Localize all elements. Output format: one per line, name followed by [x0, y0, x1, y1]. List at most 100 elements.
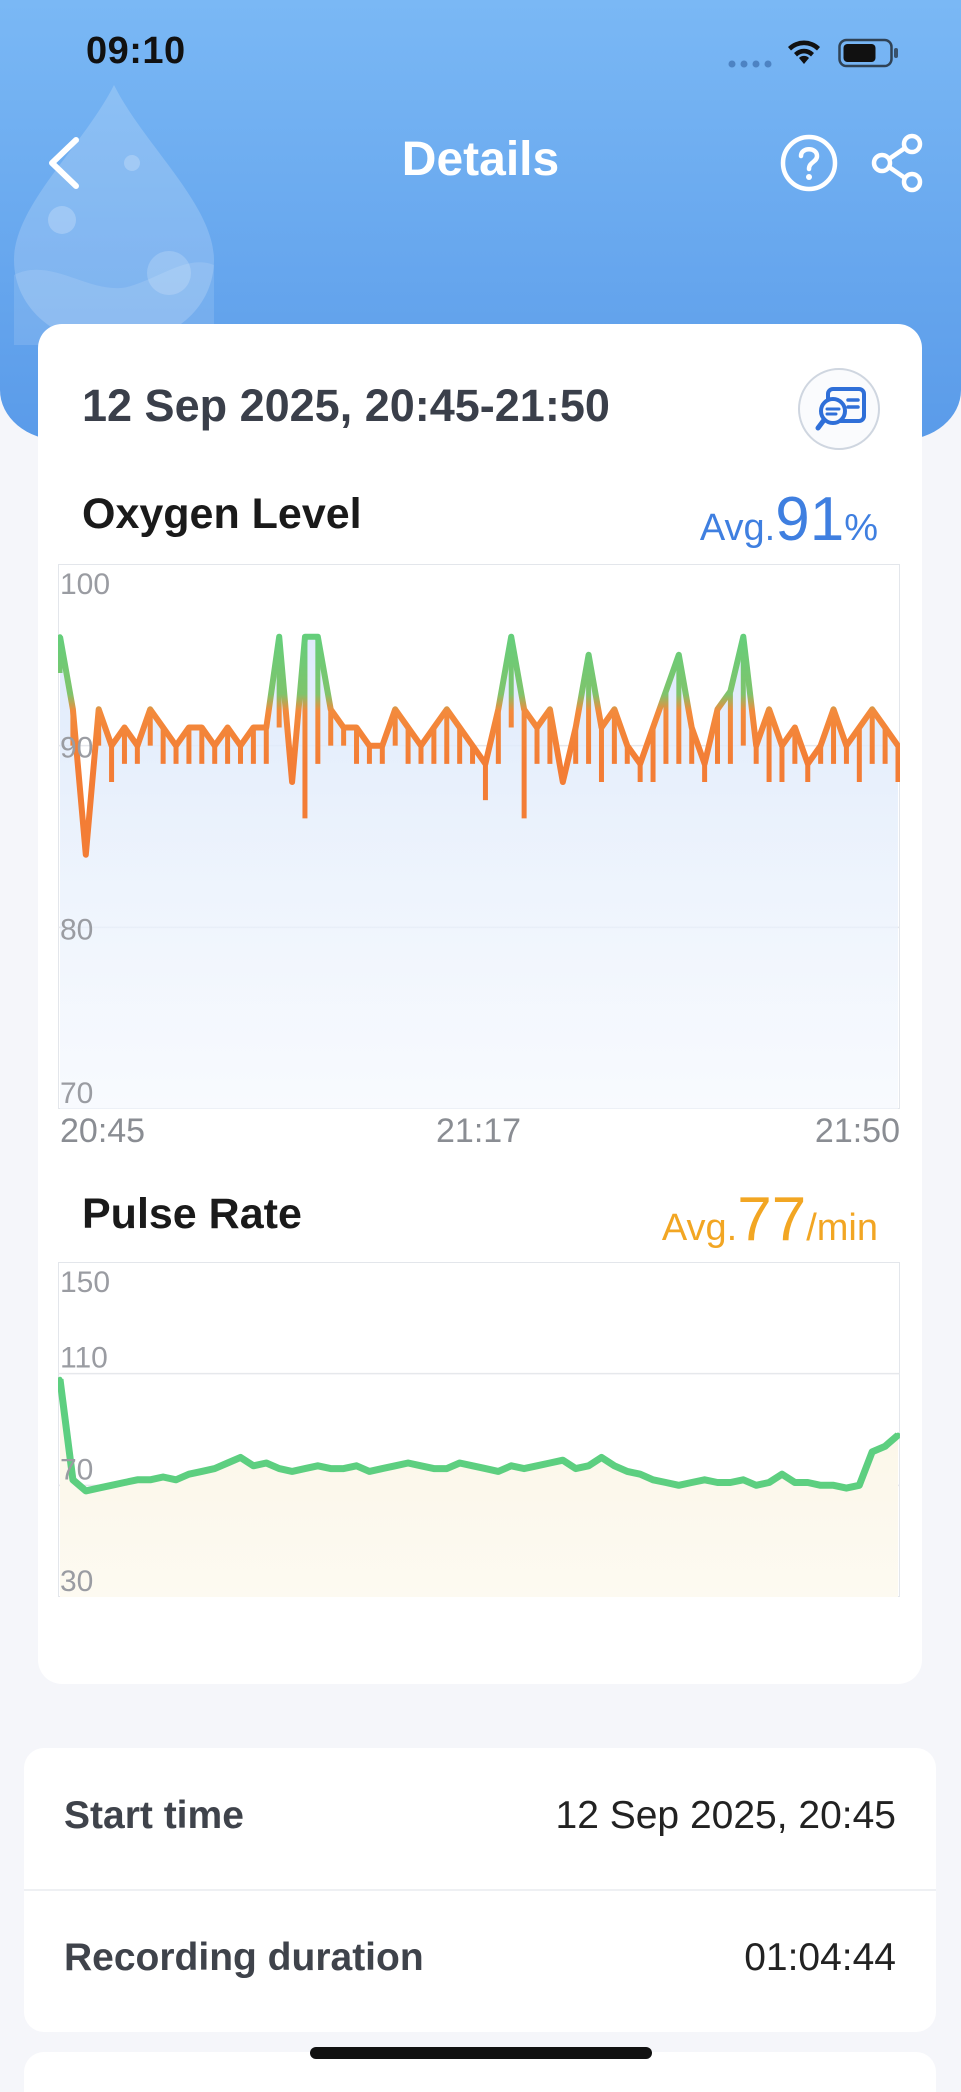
data-point [341, 725, 347, 730]
data-point [457, 1460, 463, 1466]
data-point [663, 688, 669, 694]
data-point [508, 1463, 514, 1469]
time-axis-end: 21:50 [814, 1112, 900, 1150]
time-axis: 20:45 21:17 21:50 [60, 1112, 902, 1152]
oxygen-avg-label: Avg. [699, 507, 776, 549]
data-point [160, 1474, 166, 1480]
data-point [586, 1463, 592, 1469]
data-point [328, 706, 334, 712]
y-tick-label: 70 [60, 1077, 93, 1109]
data-point [147, 1477, 153, 1483]
data-point [727, 1480, 733, 1485]
y-tick-label: 90 [60, 732, 93, 765]
data-point [96, 1485, 102, 1491]
question-circle-icon [780, 134, 838, 192]
data-point [702, 1477, 708, 1483]
back-button[interactable] [40, 130, 90, 196]
data-point [586, 652, 592, 658]
recording-duration-value: 01:04:44 [744, 1936, 896, 1979]
data-point [766, 1480, 772, 1485]
nav-bar: Details [0, 120, 961, 210]
data-point [109, 1482, 115, 1488]
report-button[interactable] [798, 368, 880, 450]
data-point [212, 1466, 218, 1472]
session-info-card: Start time 12 Sep 2025, 20:45 Recording … [24, 1748, 936, 2032]
data-point [740, 634, 746, 640]
data-point [134, 743, 140, 749]
data-point [740, 1477, 746, 1483]
data-point [831, 706, 836, 712]
start-time-row: Start time 12 Sep 2025, 20:45 [24, 1748, 936, 1891]
data-point [392, 706, 398, 712]
data-point [199, 1468, 205, 1474]
data-point [715, 706, 720, 712]
data-point [895, 1432, 900, 1438]
data-point [702, 761, 708, 767]
data-point [83, 1488, 89, 1494]
data-point [482, 1466, 488, 1472]
data-point [534, 1463, 540, 1469]
data-point [405, 1460, 411, 1466]
wifi-icon [788, 40, 820, 64]
data-point [766, 706, 772, 712]
data-point [715, 1480, 720, 1485]
series-area [60, 636, 898, 1109]
pulse-rate-chart: 150 110 70 30 [58, 1262, 900, 1597]
data-point [547, 1460, 553, 1466]
y-tick-label: 100 [60, 568, 110, 601]
data-point [792, 1480, 798, 1485]
data-point [341, 1466, 347, 1472]
data-point [689, 1480, 695, 1485]
data-point [289, 779, 295, 785]
data-point [315, 634, 321, 640]
data-point [843, 1485, 849, 1491]
data-point [457, 725, 463, 730]
oxygen-average: Avg.91% [700, 484, 878, 555]
report-search-icon [815, 387, 866, 431]
data-point [160, 725, 166, 730]
data-point [521, 706, 527, 712]
data-point [470, 1463, 476, 1469]
data-point [753, 1482, 759, 1488]
data-point [470, 743, 476, 749]
data-point [573, 1466, 579, 1472]
data-point [779, 1471, 785, 1477]
data-point [637, 761, 643, 767]
status-time: 09:10 [86, 30, 186, 72]
data-point [225, 725, 231, 730]
home-indicator [310, 2047, 652, 2059]
data-point [444, 706, 450, 712]
data-point [328, 1466, 334, 1472]
data-point [624, 743, 630, 749]
data-point [250, 1463, 256, 1469]
y-tick-label: 110 [60, 1342, 108, 1375]
data-point [495, 1468, 501, 1474]
data-point [418, 743, 424, 749]
data-point [611, 706, 617, 712]
data-point [637, 1471, 643, 1477]
data-point [276, 1466, 282, 1472]
data-point [134, 1477, 140, 1483]
series-area [60, 1379, 898, 1597]
data-point [650, 1477, 656, 1483]
data-point [753, 743, 759, 749]
data-point [225, 1460, 231, 1466]
data-point [147, 706, 153, 712]
data-point [405, 725, 411, 730]
help-button[interactable] [778, 132, 840, 194]
y-tick-label: 80 [60, 913, 93, 946]
data-point [882, 725, 888, 730]
data-point [212, 743, 218, 749]
data-point [83, 852, 89, 858]
page-title: Details [401, 133, 560, 186]
y-tick-label: 150 [60, 1266, 110, 1299]
data-point [779, 743, 785, 749]
pulse-avg-unit: /min [806, 1207, 878, 1249]
details-card: 12 Sep 2025, 20:45-21:50 Oxygen Level Av… [38, 324, 922, 1684]
share-button[interactable] [868, 132, 926, 194]
data-point [289, 1468, 295, 1474]
data-point [534, 725, 540, 730]
data-point [354, 725, 359, 730]
data-point [366, 1468, 372, 1474]
pulse-rate-title: Pulse Rate [82, 1190, 302, 1238]
